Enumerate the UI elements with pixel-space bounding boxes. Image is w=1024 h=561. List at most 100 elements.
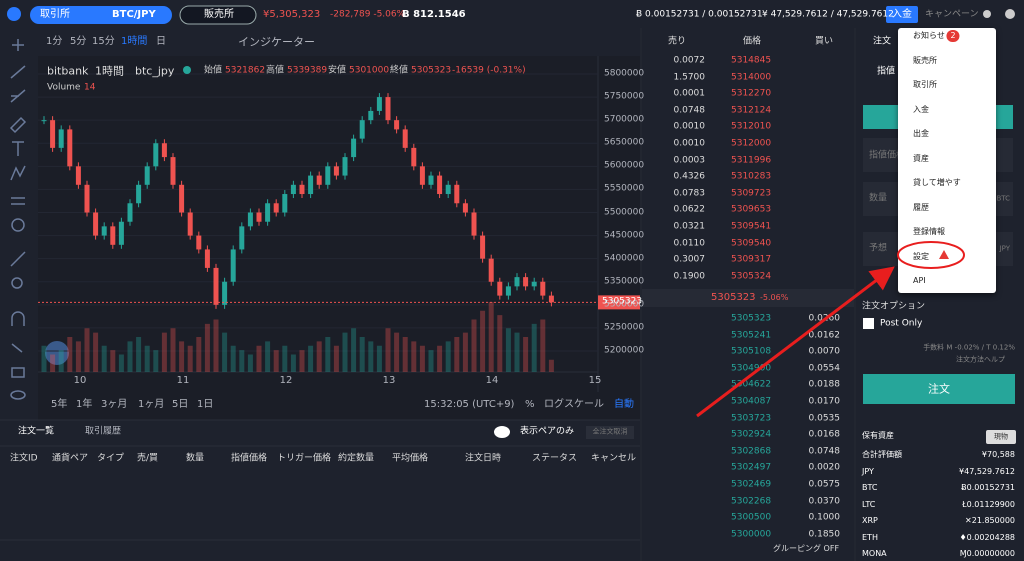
- tool-icon[interactable]: [10, 251, 26, 267]
- interval-button[interactable]: 1時間: [121, 36, 148, 47]
- tool-icon[interactable]: [11, 367, 25, 378]
- interval-button[interactable]: 5分: [70, 36, 87, 47]
- interval-button[interactable]: 1分: [46, 36, 63, 47]
- range-button[interactable]: 3ヶ月: [101, 399, 128, 410]
- candle: [531, 281, 537, 287]
- range-button[interactable]: 5年: [51, 399, 68, 410]
- cancel-all-button[interactable]: [586, 426, 634, 439]
- tool-icon[interactable]: [12, 141, 24, 156]
- y-tick-label: 5700000: [604, 114, 645, 125]
- user-icon[interactable]: [983, 10, 991, 18]
- menu-item[interactable]: 履歴: [913, 202, 929, 212]
- candle: [110, 226, 116, 245]
- bid-price: 5302268: [731, 496, 772, 507]
- volume-bar: [402, 337, 408, 372]
- campaign-link[interactable]: キャンペーン: [925, 9, 979, 20]
- menu-item[interactable]: お知らせ: [913, 31, 945, 40]
- tool-icon[interactable]: [12, 39, 24, 51]
- notification-badge: 2: [946, 30, 960, 42]
- range-button[interactable]: 5日: [172, 399, 189, 410]
- volume-bar: [351, 328, 357, 372]
- asset-mode-button[interactable]: 現物: [994, 432, 1008, 441]
- range-button[interactable]: 1年: [76, 399, 93, 410]
- tab[interactable]: 取引履歴: [85, 426, 122, 437]
- column-header: 売/買: [137, 453, 159, 464]
- deposit-button[interactable]: 入金: [892, 9, 912, 20]
- tool-icon[interactable]: [10, 89, 26, 103]
- volume-bar: [540, 319, 546, 372]
- ask-price: 5312000: [731, 138, 772, 149]
- menu-item[interactable]: 資産: [913, 153, 929, 163]
- interval-button[interactable]: 15分: [92, 36, 115, 47]
- exchange-pill[interactable]: [30, 6, 172, 24]
- y-tick-label: 5750000: [604, 91, 645, 102]
- y-tick-label: 5800000: [604, 68, 645, 79]
- volume-bar: [480, 310, 486, 372]
- y-tick-label: 5250000: [604, 322, 645, 333]
- mode-tab[interactable]: 指値: [877, 66, 896, 77]
- asset-value: ¥70,588: [981, 450, 1015, 459]
- log-toggle[interactable]: ログスケール: [544, 399, 604, 410]
- help-link[interactable]: 注文方法ヘルプ: [956, 355, 1005, 364]
- interval-button[interactable]: 日: [156, 36, 166, 47]
- tab[interactable]: 取引所: [40, 9, 70, 20]
- tab[interactable]: 注文: [873, 36, 892, 47]
- tool-icon[interactable]: [11, 277, 23, 289]
- tool-icon[interactable]: [11, 311, 25, 326]
- cancel-all-button[interactable]: 全注文取消: [592, 427, 628, 436]
- percent-toggle[interactable]: %: [525, 399, 535, 410]
- menu-item[interactable]: 出金: [913, 129, 929, 138]
- menu-item[interactable]: 取引所: [913, 80, 937, 89]
- menu-item[interactable]: 設定: [913, 251, 929, 261]
- bid-price: 5302469: [731, 479, 772, 490]
- range-button[interactable]: 1日: [197, 399, 214, 410]
- volume-bar: [333, 345, 339, 372]
- ask-amount: 0.1900: [673, 271, 706, 282]
- ohlc-label: 安値: [328, 65, 347, 76]
- menu-item[interactable]: 販売所: [913, 55, 937, 65]
- candle: [161, 143, 167, 158]
- post-only-checkbox[interactable]: [863, 318, 874, 329]
- ohlc-change: -16539 (-0.31%): [452, 65, 526, 76]
- bid-price: 5305241: [731, 330, 772, 341]
- bid-amount: 0.0748: [808, 446, 841, 457]
- candle: [445, 184, 451, 195]
- volume-bar: [179, 341, 185, 372]
- store-pill[interactable]: [179, 5, 257, 25]
- volume-bar: [497, 315, 503, 372]
- help-icon[interactable]: [1005, 9, 1015, 19]
- bid-price: 5303723: [731, 413, 772, 424]
- asset-mode-button[interactable]: [986, 430, 1016, 444]
- volume-bar: [523, 337, 529, 372]
- pair-only-toggle[interactable]: [494, 426, 510, 438]
- candle: [118, 221, 124, 245]
- grouping-toggle[interactable]: グルーピング OFF: [773, 544, 840, 553]
- tool-icon[interactable]: [11, 197, 25, 205]
- pair-select[interactable]: BTC/JPY: [112, 9, 156, 20]
- tool-icon[interactable]: [10, 65, 26, 79]
- tool-icon[interactable]: [9, 116, 27, 134]
- submit-button[interactable]: 注文: [928, 382, 950, 396]
- volume-bar: [127, 341, 133, 372]
- deposit-button[interactable]: [886, 6, 918, 23]
- tool-icon[interactable]: [10, 165, 26, 181]
- candle: [187, 212, 193, 236]
- bid-amount: 0.0260: [808, 313, 841, 324]
- tab[interactable]: 販売所: [204, 9, 234, 20]
- tool-icon[interactable]: [11, 218, 25, 232]
- ask-price: 5311996: [731, 155, 772, 166]
- menu-item[interactable]: API: [913, 276, 926, 285]
- bid-price: 5305108: [731, 346, 772, 357]
- menu-item[interactable]: 貸して増やす: [913, 178, 961, 187]
- menu-item[interactable]: 登録情報: [913, 227, 945, 236]
- volume-bar: [101, 345, 107, 372]
- asset-name: LTC: [862, 499, 876, 509]
- tool-icon[interactable]: [10, 390, 26, 400]
- tab[interactable]: 注文一覧: [18, 426, 55, 437]
- indicator-button[interactable]: インジケーター: [238, 35, 315, 49]
- range-button[interactable]: 1ヶ月: [138, 399, 165, 410]
- auto-toggle[interactable]: 自動: [614, 399, 634, 410]
- menu-item[interactable]: 入金: [913, 104, 929, 114]
- asset-value: Ł0.01129900: [962, 499, 1015, 509]
- tool-icon[interactable]: [11, 343, 23, 353]
